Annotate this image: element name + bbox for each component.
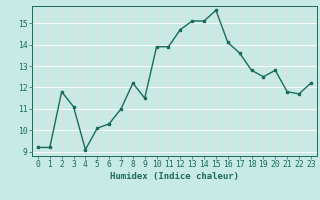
- X-axis label: Humidex (Indice chaleur): Humidex (Indice chaleur): [110, 172, 239, 181]
